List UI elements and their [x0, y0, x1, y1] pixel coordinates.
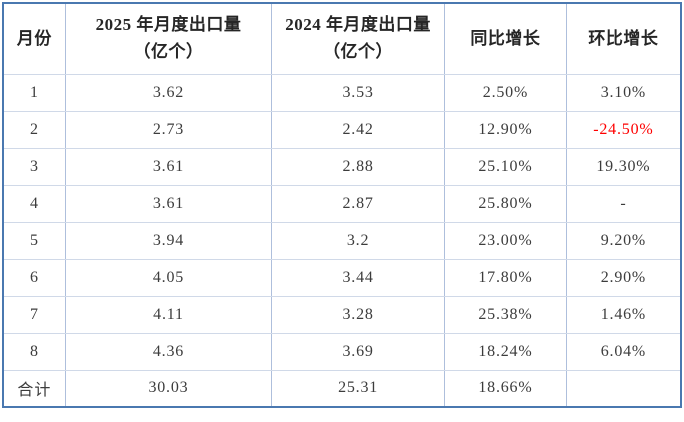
cell-month: 8 — [3, 333, 66, 371]
cell-total-label: 合计 — [3, 370, 66, 407]
table-row: 4 3.61 2.87 25.80% - — [3, 185, 681, 223]
cell-2025: 4.36 — [65, 333, 273, 371]
cell-total-yoy: 18.66% — [444, 370, 567, 407]
cell-2025: 3.61 — [65, 148, 273, 186]
table-row: 5 3.94 3.2 23.00% 9.20% — [3, 222, 681, 260]
cell-2025: 3.61 — [65, 185, 273, 223]
header-line1: 环比增长 — [588, 28, 659, 48]
cell-yoy: 2.50% — [444, 74, 567, 112]
cell-2024: 2.87 — [271, 185, 446, 223]
cell-yoy: 25.38% — [444, 296, 567, 334]
table-row: 2 2.73 2.42 12.90% -24.50% — [3, 111, 681, 149]
cell-total-2025: 30.03 — [65, 370, 273, 407]
cell-mom: 3.10% — [566, 74, 681, 112]
cell-month: 5 — [3, 222, 66, 260]
cell-2024: 2.88 — [271, 148, 446, 186]
header-export-2024: 2024 年月度出口量 （亿个） — [271, 3, 446, 75]
cell-2025: 2.73 — [65, 111, 273, 149]
cell-mom: - — [566, 185, 681, 223]
cell-total-mom — [566, 370, 681, 407]
table-row: 8 4.36 3.69 18.24% 6.04% — [3, 333, 681, 371]
header-line1: 月份 — [16, 28, 52, 48]
cell-2024: 3.53 — [271, 74, 446, 112]
header-yoy-growth: 同比增长 — [444, 3, 567, 75]
cell-month: 2 — [3, 111, 66, 149]
cell-2024: 3.69 — [271, 333, 446, 371]
cell-mom-negative: -24.50% — [566, 111, 681, 149]
cell-yoy: 25.80% — [444, 185, 567, 223]
cell-yoy: 25.10% — [444, 148, 567, 186]
cell-2024: 3.2 — [271, 222, 446, 260]
cell-month: 6 — [3, 259, 66, 297]
cell-2024: 3.44 — [271, 259, 446, 297]
table-row: 1 3.62 3.53 2.50% 3.10% — [3, 74, 681, 112]
cell-month: 3 — [3, 148, 66, 186]
cell-mom: 9.20% — [566, 222, 681, 260]
header-month: 月份 — [3, 3, 66, 75]
cell-yoy: 12.90% — [444, 111, 567, 149]
cell-month: 1 — [3, 74, 66, 112]
cell-2024: 3.28 — [271, 296, 446, 334]
header-line1: 2024 年月度出口量 — [285, 15, 431, 35]
table-row: 7 4.11 3.28 25.38% 1.46% — [3, 296, 681, 334]
header-line1: 同比增长 — [470, 28, 541, 48]
cell-month: 4 — [3, 185, 66, 223]
cell-mom: 6.04% — [566, 333, 681, 371]
cell-yoy: 23.00% — [444, 222, 567, 260]
header-row: 月份 2025 年月度出口量 （亿个） 2024 年月度出口量 （亿个） 同比增… — [3, 3, 681, 75]
header-export-2025: 2025 年月度出口量 （亿个） — [65, 3, 273, 75]
export-table: 月份 2025 年月度出口量 （亿个） 2024 年月度出口量 （亿个） 同比增… — [2, 2, 682, 408]
table-header: 月份 2025 年月度出口量 （亿个） 2024 年月度出口量 （亿个） 同比增… — [3, 3, 681, 75]
table-body: 1 3.62 3.53 2.50% 3.10% 2 2.73 2.42 12.9… — [3, 74, 681, 407]
cell-2025: 3.94 — [65, 222, 273, 260]
cell-month: 7 — [3, 296, 66, 334]
header-line2: （亿个） — [133, 41, 204, 61]
header-line1: 2025 年月度出口量 — [95, 15, 242, 35]
cell-mom: 2.90% — [566, 259, 681, 297]
cell-2024: 2.42 — [271, 111, 446, 149]
cell-mom: 1.46% — [566, 296, 681, 334]
cell-2025: 4.05 — [65, 259, 273, 297]
cell-2025: 3.62 — [65, 74, 273, 112]
cell-yoy: 17.80% — [444, 259, 567, 297]
cell-2025: 4.11 — [65, 296, 273, 334]
header-mom-growth: 环比增长 — [566, 3, 681, 75]
total-row: 合计 30.03 25.31 18.66% — [3, 370, 681, 407]
header-line2: （亿个） — [323, 41, 394, 61]
cell-yoy: 18.24% — [444, 333, 567, 371]
cell-mom: 19.30% — [566, 148, 681, 186]
table-row: 3 3.61 2.88 25.10% 19.30% — [3, 148, 681, 186]
table-row: 6 4.05 3.44 17.80% 2.90% — [3, 259, 681, 297]
cell-total-2024: 25.31 — [271, 370, 446, 407]
